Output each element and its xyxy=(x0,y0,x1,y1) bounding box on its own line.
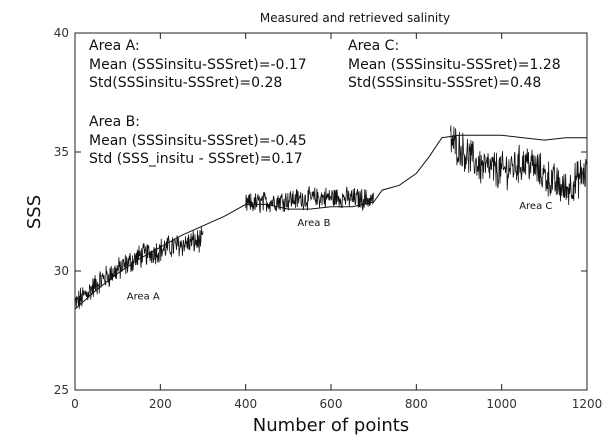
series-line-insitu-area-c xyxy=(450,125,588,206)
x-tick-label: 200 xyxy=(149,397,172,411)
annotation-area-b: Area B xyxy=(297,218,330,229)
chart-title: Measured and retrieved salinity xyxy=(260,11,450,25)
stats-b-std: Std (SSS_insitu - SSSret)=0.17 xyxy=(89,151,303,167)
stats-block-area-a: Area A: Mean (SSSinsitu-SSSret)=-0.17 St… xyxy=(89,38,307,91)
y-tick-label: 35 xyxy=(54,145,69,159)
series-layer xyxy=(74,125,588,310)
y-tick-label: 25 xyxy=(54,383,69,397)
stats-b-mean: Mean (SSSinsitu-SSSret)=-0.45 xyxy=(89,133,307,149)
stats-c-mean: Mean (SSSinsitu-SSSret)=1.28 xyxy=(348,57,561,73)
stats-a-title: Area A: xyxy=(89,38,140,54)
axis-ticks: 0 200 400 600 800 1000 1200 25 30 35 40 xyxy=(54,26,603,411)
x-tick-label: 0 xyxy=(71,397,79,411)
area-annotations: Area A Area B Area C xyxy=(127,201,553,302)
stats-block-area-b: Area B: Mean (SSSinsitu-SSSret)=-0.45 St… xyxy=(89,114,307,167)
stats-b-title: Area B: xyxy=(89,114,140,130)
series-line-insitu-area-a xyxy=(74,226,204,309)
x-tick-label: 800 xyxy=(405,397,428,411)
series-line-insitu-area-b xyxy=(245,185,375,213)
stats-a-mean: Mean (SSSinsitu-SSSret)=-0.17 xyxy=(89,57,307,73)
x-tick-label: 1200 xyxy=(572,397,603,411)
x-tick-label: 1000 xyxy=(486,397,517,411)
y-tick-label: 30 xyxy=(54,264,69,278)
stats-a-std: Std(SSSinsitu-SSSret)=0.28 xyxy=(89,75,282,91)
x-tick-label: 400 xyxy=(234,397,257,411)
y-axis-label: SSS xyxy=(24,195,45,229)
x-tick-label: 600 xyxy=(320,397,343,411)
stats-c-std: Std(SSSinsitu-SSSret)=0.48 xyxy=(348,75,541,91)
y-tick-label: 40 xyxy=(54,26,69,40)
x-axis-label: Number of points xyxy=(253,415,409,436)
stats-block-area-c: Area C: Mean (SSSinsitu-SSSret)=1.28 Std… xyxy=(348,38,561,91)
annotation-area-a: Area A xyxy=(127,292,160,303)
stats-c-title: Area C: xyxy=(348,38,399,54)
annotation-area-c: Area C xyxy=(519,201,552,212)
